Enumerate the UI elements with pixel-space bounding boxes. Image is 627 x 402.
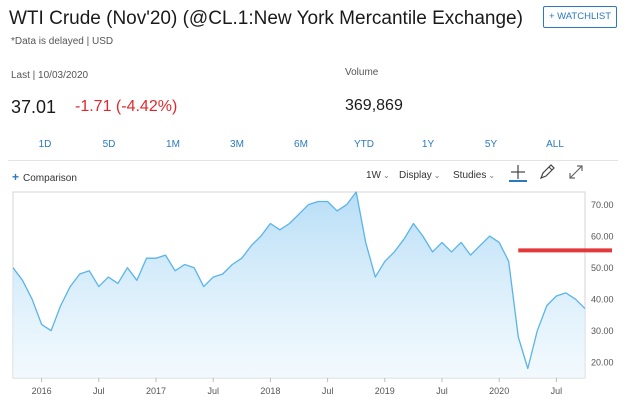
x-tick-label: Jul [551,386,563,396]
chevron-down-icon: ⌄ [433,171,441,180]
range-tab-5d[interactable]: 5D [102,139,116,150]
comparison-label: Comparison [23,173,77,184]
range-tab-1y[interactable]: 1Y [421,139,435,150]
toolbar-divider [8,160,618,161]
range-tab-1m[interactable]: 1M [166,139,180,150]
range-tab-1d[interactable]: 1D [38,139,52,150]
last-trade-label: Last | 10/03/2020 [11,70,89,81]
crosshair-tool-button[interactable] [507,161,529,183]
last-price: 37.01 [11,97,57,117]
y-tick-label: 20.00 [591,358,614,368]
pencil-icon [539,164,555,180]
interval-dropdown[interactable]: 1W ⌄ [366,170,390,181]
x-tick-label: Jul [322,386,334,396]
range-tab-3m[interactable]: 3M [230,139,244,150]
instrument-title: WTI Crude (Nov'20) (@CL.1:New York Merca… [9,8,523,29]
chevron-down-icon: ⌄ [383,171,390,180]
display-label: Display [399,170,432,181]
plus-icon: + [12,170,20,184]
x-tick-label: Jul [436,386,448,396]
y-tick-label: 40.00 [591,295,614,305]
range-tab-5y[interactable]: 5Y [484,139,498,150]
x-tick-label: 2020 [489,386,509,396]
crosshair-icon [509,165,527,182]
x-tick-label: 2016 [32,386,52,396]
x-tick-label: 2018 [260,386,280,396]
x-tick-label: Jul [207,386,219,396]
chevron-down-icon: ⌄ [488,171,496,180]
price-line [12,191,586,370]
time-range-selector: 1D 5D 1M 3M 6M YTD 1Y 5Y ALL [0,139,627,155]
range-tab-6m[interactable]: 6M [294,139,308,150]
interval-label: 1W [366,170,381,181]
y-tick-label: 50.00 [591,263,614,273]
range-tab-ytd[interactable]: YTD [354,139,374,150]
add-to-watchlist-button[interactable]: + WATCHLIST [543,6,617,28]
volume-label: Volume [345,67,379,78]
y-tick-label: 60.00 [591,232,614,242]
data-delayed-note: *Data is delayed | USD [11,36,114,47]
display-dropdown[interactable]: Display ⌄ [399,170,441,181]
volume-value: 369,869 [345,97,403,114]
y-tick-label: 30.00 [591,326,614,336]
expand-icon [569,165,583,179]
price-change: -1.71 (-4.42%) [75,98,178,115]
comparison-button[interactable]: + Comparison [12,170,77,184]
x-axis: 2016 Jul 2017 Jul 2018 Jul 2019 Jul 2020 Jul [32,378,563,396]
x-tick-label: 2017 [146,386,166,396]
plot-area [12,191,612,378]
y-axis: 20.00 30.00 40.00 50.00 60.00 70.00 [591,200,614,368]
range-tab-all[interactable]: ALL [546,139,564,150]
studies-dropdown[interactable]: Studies ⌄ [453,170,495,181]
fullscreen-button[interactable] [565,161,587,183]
studies-label: Studies [453,170,487,181]
y-tick-label: 70.00 [591,200,614,210]
draw-tool-button[interactable] [536,161,558,183]
x-tick-label: Jul [93,386,105,396]
price-area-fill [13,192,585,378]
x-tick-label: 2019 [375,386,395,396]
